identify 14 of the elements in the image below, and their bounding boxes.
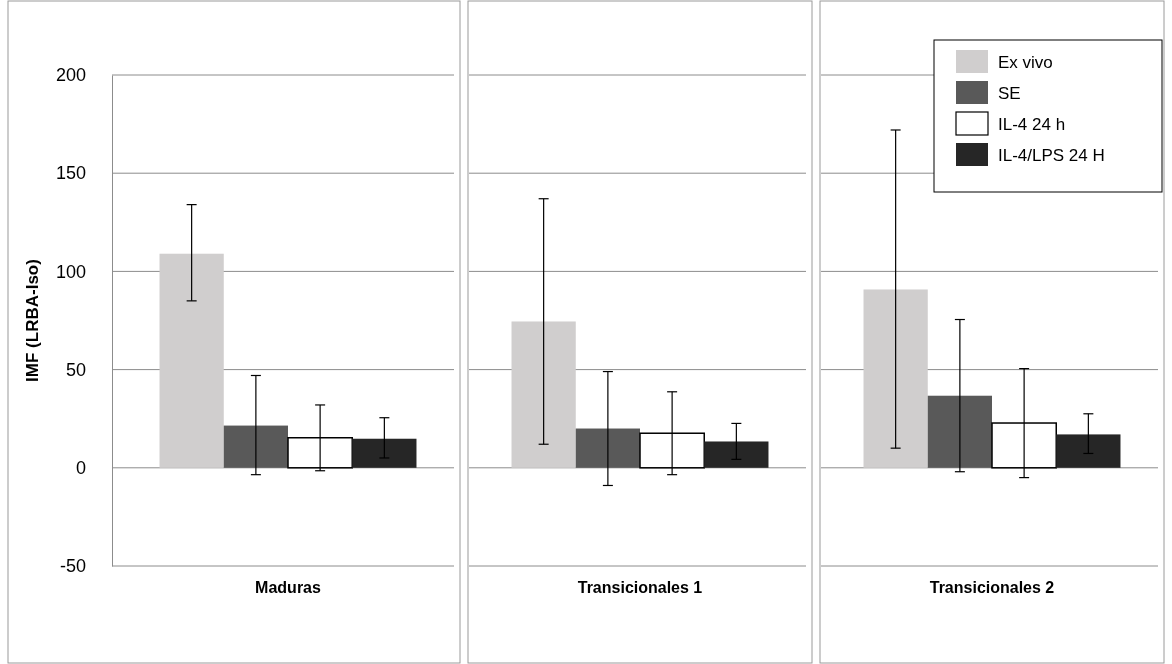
- x-tick-label: Transicionales 1: [577, 579, 703, 597]
- y-axis-title: IMF (LRBA-Iso): [23, 259, 42, 382]
- legend-label: IL-4/LPS 24 H: [998, 146, 1105, 165]
- y-tick-label: 100: [55, 261, 86, 282]
- legend-label: IL-4 24 h: [998, 115, 1066, 134]
- y-tick-label: 200: [55, 65, 86, 86]
- legend-label: Ex vivo: [998, 53, 1053, 72]
- y-tick-label: -50: [59, 556, 86, 577]
- x-tick-label: Maduras: [255, 579, 321, 597]
- legend-label: SE: [998, 84, 1021, 103]
- y-tick-label: 0: [75, 458, 86, 479]
- y-tick-label: 150: [55, 163, 86, 184]
- y-tick-label: 50: [65, 359, 86, 380]
- x-tick-label: Transicionales 2: [929, 579, 1055, 597]
